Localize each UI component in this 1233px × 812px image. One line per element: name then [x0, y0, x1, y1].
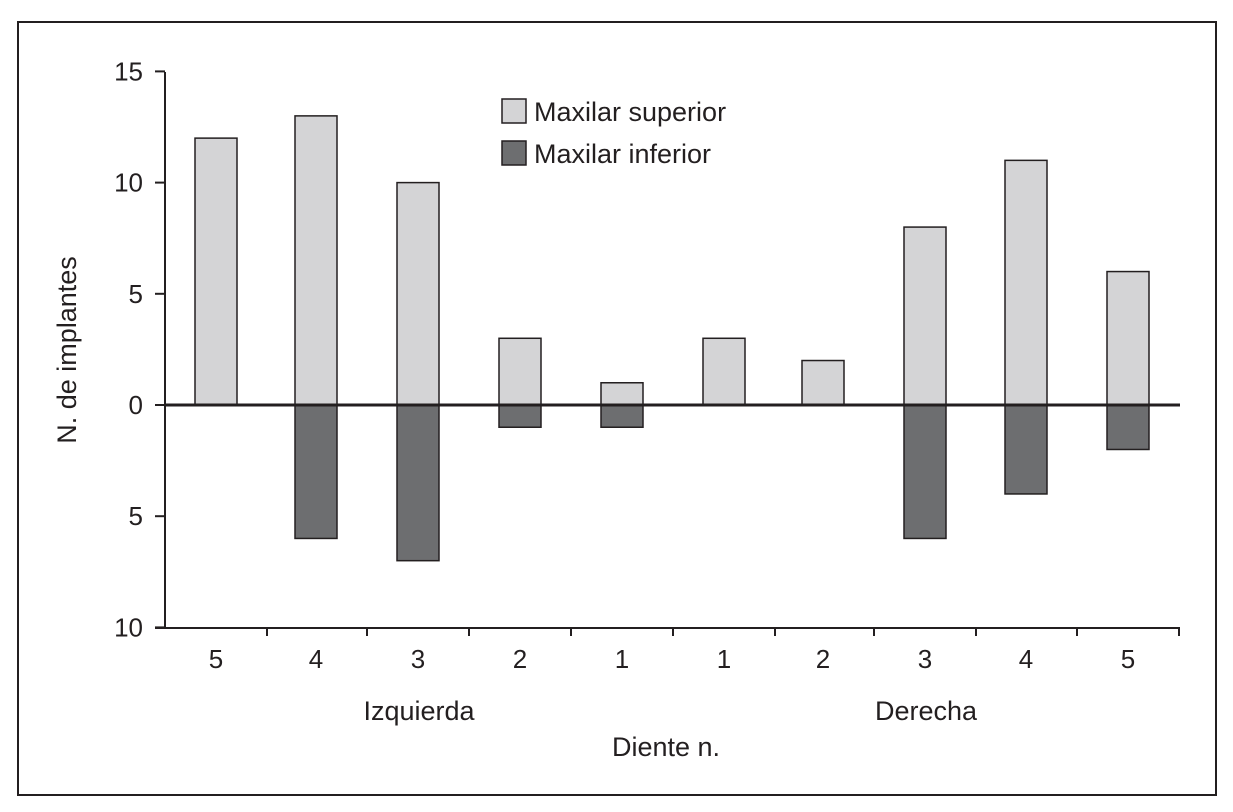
bar-inferior-3	[498, 404, 542, 428]
x-tick-label: 3	[411, 644, 425, 674]
group-label-izquierda: Izquierda	[363, 696, 475, 726]
group-label-derecha: Derecha	[875, 696, 978, 726]
x-tick-label: 3	[918, 644, 932, 674]
legend-label-inferior: Maxilar inferior	[534, 139, 711, 169]
legend: Maxilar superior Maxilar inferior	[501, 97, 726, 169]
y-tick-label: 0	[129, 390, 143, 420]
bar-inferior-8	[1004, 404, 1048, 495]
bar-superior-7	[903, 226, 947, 406]
bar-superior-6	[801, 359, 845, 406]
x-tick-label: 4	[309, 644, 323, 674]
legend-swatch-superior	[501, 98, 527, 124]
x-tick-label: 5	[1121, 644, 1135, 674]
x-tick-label: 4	[1019, 644, 1033, 674]
x-tick-label: 2	[816, 644, 830, 674]
y-axis-label: N. de implantes	[52, 256, 82, 444]
x-tick-label: 1	[717, 644, 731, 674]
x-axis-label: Diente n.	[612, 732, 720, 762]
bar-inferior-7	[903, 404, 947, 540]
bar-superior-2	[396, 181, 440, 406]
y-tick-label: 5	[129, 279, 143, 309]
bar-superior-8	[1004, 159, 1048, 406]
bar-superior-1	[294, 115, 338, 406]
legend-swatch-inferior	[501, 140, 527, 166]
bar-superior-4	[600, 382, 644, 406]
y-tick-label: 5	[129, 501, 143, 531]
bar-superior-5	[702, 337, 746, 406]
x-tick-label: 5	[209, 644, 223, 674]
bar-superior-9	[1106, 270, 1150, 406]
bar-inferior-1	[294, 404, 338, 540]
y-tick-label: 10	[114, 168, 143, 198]
x-tick-label: 2	[513, 644, 527, 674]
legend-label-superior: Maxilar superior	[534, 97, 726, 127]
x-tick-label: 1	[615, 644, 629, 674]
chart-frame	[17, 21, 1217, 796]
bar-inferior-9	[1106, 404, 1150, 451]
bar-inferior-4	[600, 404, 644, 428]
bar-superior-3	[498, 337, 542, 406]
y-tick-label: 10	[114, 612, 143, 642]
bar-superior-0	[194, 137, 238, 406]
y-tick-label: 15	[114, 56, 143, 86]
bar-inferior-2	[396, 404, 440, 562]
